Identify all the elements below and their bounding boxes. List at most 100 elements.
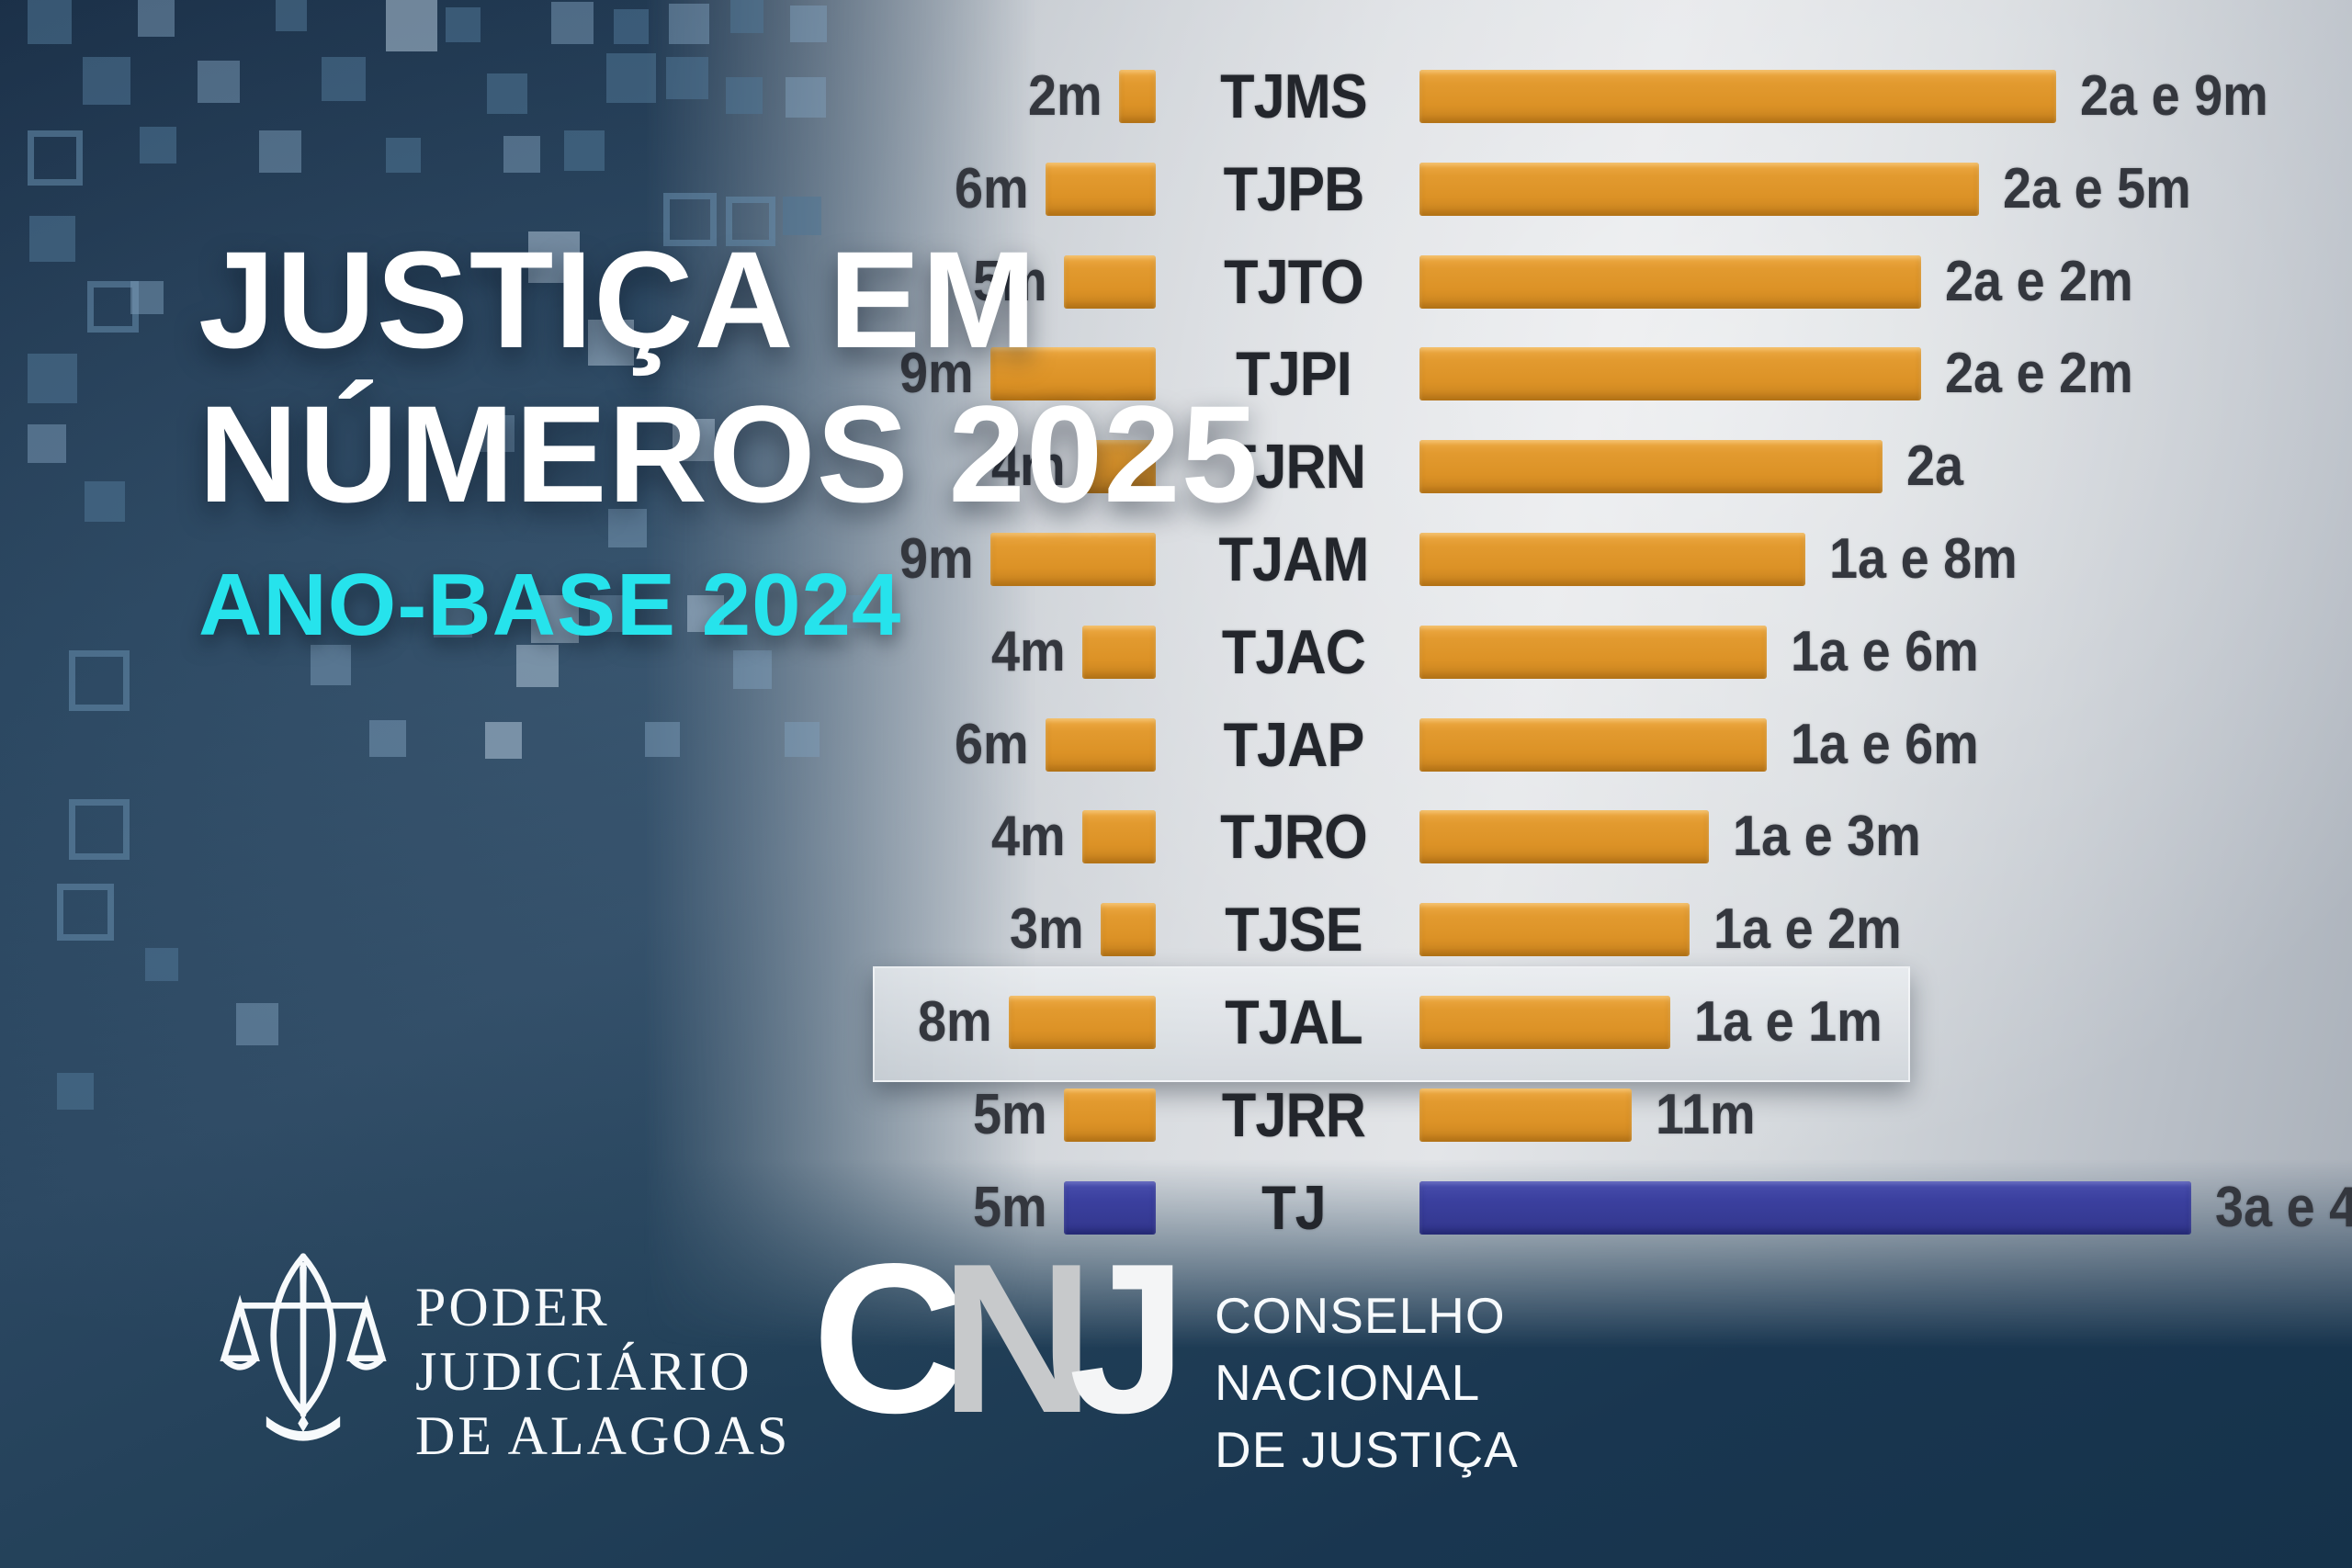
table-row: 3m TJSE 1a e 2m (0, 884, 2352, 976)
decor-square (733, 650, 772, 689)
right-bar (1419, 440, 1883, 494)
decor-square (130, 281, 164, 314)
decor-square (730, 0, 763, 33)
left-bar (990, 532, 1156, 586)
decor-square (614, 9, 649, 44)
cnj-letter-j: J (1069, 1220, 1187, 1458)
right-value-label: 1a e 1m (1694, 989, 1883, 1054)
court-label: TJTO (1224, 246, 1364, 317)
decor-square (783, 197, 821, 235)
decor-square (663, 193, 717, 246)
decor-square (551, 2, 594, 44)
decor-square (588, 320, 634, 366)
cnj-letter-c: C (812, 1220, 966, 1458)
left-value-label: 2m (1028, 63, 1102, 128)
left-value-label: 9m (899, 526, 974, 591)
decor-square (645, 722, 680, 757)
right-value-label: 1a e 6m (1791, 712, 1979, 776)
decor-square (29, 216, 75, 262)
cnj-wordmark: CONSELHO NACIONAL DE JUSTIÇA (1215, 1282, 1519, 1483)
cnj-line-3: DE JUSTIÇA (1215, 1421, 1519, 1478)
decor-square (673, 419, 715, 461)
right-bar (1419, 810, 1709, 864)
decor-square (57, 1073, 94, 1110)
table-row: 8m TJAL 1a e 1m (0, 976, 2352, 1069)
table-row: 4m TJRO 1a e 3m (0, 791, 2352, 884)
subtitle: ANO-BASE 2024 (198, 556, 902, 654)
table-row: 2m TJMS 2a e 9m (0, 51, 2352, 143)
decor-square (446, 7, 481, 42)
right-value-label: 1a e 8m (1829, 526, 2018, 591)
decor-square (687, 595, 724, 632)
cnj-letter-n: N (940, 1220, 1094, 1458)
left-bar (1101, 903, 1156, 957)
title-block: JUSTIÇA EM NÚMEROS 2025 ANO-BASE 2024 (198, 222, 1259, 654)
pjal-line-1: PODER (415, 1277, 610, 1337)
left-bar (1082, 810, 1156, 864)
right-bar (1419, 1180, 2191, 1235)
decor-square (790, 6, 827, 42)
decor-square (487, 73, 527, 114)
left-bar (1082, 440, 1156, 494)
cnj-line-1: CONSELHO (1215, 1287, 1506, 1344)
court-label: TJAL (1225, 987, 1363, 1057)
right-bar (1419, 903, 1690, 957)
court-label: TJAM (1218, 524, 1369, 594)
right-bar (1419, 717, 1767, 772)
right-value-label: 11m (1656, 1082, 1756, 1146)
court-label: TJPI (1236, 339, 1352, 410)
decor-square (531, 595, 579, 643)
title-line-2: NÚMEROS 2025 (198, 377, 1260, 531)
table-row: 5m TJRR 11m (0, 1068, 2352, 1161)
decor-square (590, 595, 627, 632)
right-value-label: 2a (1906, 434, 1964, 499)
decor-square (606, 53, 656, 103)
decor-square (386, 138, 421, 173)
left-bar (1046, 717, 1156, 772)
left-bar (1009, 995, 1156, 1049)
right-bar (1419, 1088, 1632, 1142)
right-bar (1419, 347, 1921, 401)
right-value-label: 1a e 3m (1733, 805, 1921, 869)
decor-square (528, 231, 580, 283)
right-value-label: 2a e 2m (1945, 342, 2133, 406)
decor-square (516, 645, 559, 687)
decor-square (28, 130, 83, 186)
decor-square (138, 0, 175, 37)
pjal-line-3: DE ALAGOAS (415, 1405, 791, 1466)
left-bar (1064, 254, 1156, 309)
decor-square (608, 509, 647, 547)
decor-square (276, 0, 307, 31)
decor-square (236, 1003, 278, 1045)
decor-square (786, 77, 826, 118)
right-value-label: 2a e 2m (1945, 249, 2133, 313)
left-value-label: 4m (991, 805, 1066, 869)
left-bar (1064, 1180, 1156, 1235)
decor-square (145, 948, 178, 981)
court-label: TJRN (1221, 432, 1366, 502)
decor-square (322, 57, 366, 101)
decor-square (485, 722, 522, 759)
left-bar (1064, 1088, 1156, 1142)
decor-square (83, 57, 130, 105)
table-row: 9m TJAM 1a e 8m (0, 513, 2352, 606)
left-value-label: 8m (918, 989, 992, 1054)
decor-square (311, 645, 351, 685)
court-label: TJRR (1221, 1079, 1366, 1150)
cnj-logo: CNJ (812, 1233, 1187, 1446)
decor-square (503, 136, 540, 173)
right-value-label: 2a e 9m (2080, 63, 2268, 128)
right-value-label: 1a e 2m (1713, 897, 1902, 962)
left-bar (990, 347, 1156, 401)
left-value-label: 6m (955, 712, 1029, 776)
court-label: TJAP (1223, 709, 1365, 780)
decor-square (666, 57, 708, 99)
decor-square (198, 61, 240, 103)
decor-square (85, 481, 125, 522)
court-label: TJSE (1225, 895, 1363, 965)
pjal-line-2: JUDICIÁRIO (415, 1341, 752, 1402)
right-value-label: 3a e 4 (2215, 1175, 2352, 1239)
decor-square (28, 354, 77, 403)
cnj-line-2: NACIONAL (1215, 1354, 1481, 1411)
